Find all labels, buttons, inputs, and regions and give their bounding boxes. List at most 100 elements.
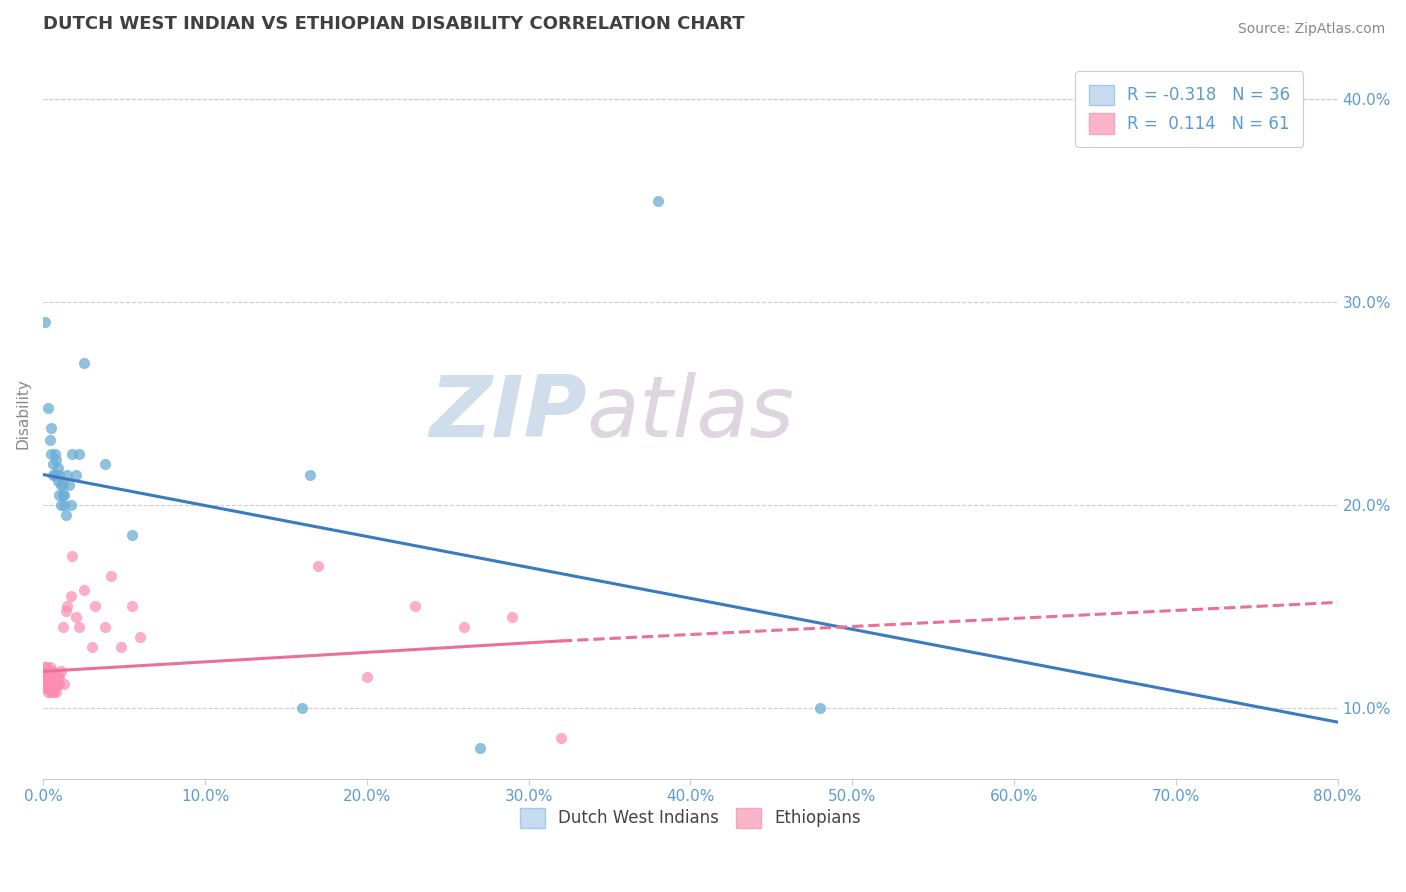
Point	[49, 477, 72, 491]
Point	[80, 640, 103, 654]
Point	[356, 670, 378, 684]
Point	[65, 467, 87, 482]
Point	[121, 599, 143, 614]
Text: atlas: atlas	[586, 372, 794, 455]
Point	[291, 701, 314, 715]
Point	[53, 488, 76, 502]
Point	[67, 620, 90, 634]
Point	[59, 498, 82, 512]
Text: ZIP: ZIP	[429, 372, 586, 455]
Point	[34, 665, 56, 679]
Point	[100, 569, 122, 583]
Point	[45, 684, 67, 698]
Point	[45, 467, 67, 482]
Point	[37, 681, 59, 695]
Point	[37, 684, 59, 698]
Point	[38, 433, 60, 447]
Point	[49, 665, 72, 679]
Point	[501, 609, 523, 624]
Point	[59, 589, 82, 603]
Point	[121, 528, 143, 542]
Point	[46, 676, 69, 690]
Point	[49, 498, 72, 512]
Point	[60, 549, 83, 563]
Point	[299, 467, 322, 482]
Point	[38, 670, 60, 684]
Point	[34, 676, 56, 690]
Point	[37, 676, 59, 690]
Point	[65, 609, 87, 624]
Point	[35, 660, 58, 674]
Point	[550, 731, 572, 746]
Point	[45, 670, 67, 684]
Point	[72, 356, 94, 370]
Point	[52, 488, 75, 502]
Point	[60, 447, 83, 461]
Point	[52, 477, 75, 491]
Point	[34, 315, 56, 329]
Point	[42, 676, 65, 690]
Point	[55, 508, 77, 523]
Point	[129, 630, 152, 644]
Point	[453, 620, 475, 634]
Point	[34, 660, 56, 674]
Point	[46, 670, 69, 684]
Legend: Dutch West Indians, Ethiopians: Dutch West Indians, Ethiopians	[512, 799, 869, 837]
Point	[39, 684, 62, 698]
Point	[53, 676, 76, 690]
Point	[48, 488, 70, 502]
Point	[93, 458, 115, 472]
Point	[34, 670, 56, 684]
Point	[37, 401, 59, 415]
Point	[44, 676, 66, 690]
Text: DUTCH WEST INDIAN VS ETHIOPIAN DISABILITY CORRELATION CHART: DUTCH WEST INDIAN VS ETHIOPIAN DISABILIT…	[44, 15, 745, 33]
Point	[468, 741, 491, 756]
Point	[56, 467, 79, 482]
Point	[72, 583, 94, 598]
Point	[110, 640, 132, 654]
Point	[42, 684, 65, 698]
Point	[48, 670, 70, 684]
Point	[42, 670, 65, 684]
Point	[44, 681, 66, 695]
Point	[53, 498, 76, 512]
Point	[35, 665, 58, 679]
Point	[35, 681, 58, 695]
Text: Source: ZipAtlas.com: Source: ZipAtlas.com	[1237, 22, 1385, 37]
Point	[39, 681, 62, 695]
Point	[39, 421, 62, 435]
Point	[46, 474, 69, 488]
Point	[44, 670, 66, 684]
Point	[42, 467, 65, 482]
Point	[45, 453, 67, 467]
Point	[44, 447, 66, 461]
Point	[55, 603, 77, 617]
Point	[48, 676, 70, 690]
Point	[84, 599, 107, 614]
Y-axis label: Disability: Disability	[15, 378, 30, 449]
Point	[44, 467, 66, 482]
Point	[38, 676, 60, 690]
Point	[48, 467, 70, 482]
Point	[35, 670, 58, 684]
Point	[39, 676, 62, 690]
Point	[52, 620, 75, 634]
Point	[38, 660, 60, 674]
Point	[45, 676, 67, 690]
Point	[93, 620, 115, 634]
Point	[42, 458, 65, 472]
Point	[404, 599, 426, 614]
Point	[46, 461, 69, 475]
Point	[38, 670, 60, 684]
Point	[38, 681, 60, 695]
Point	[39, 447, 62, 461]
Point	[37, 665, 59, 679]
Point	[42, 665, 65, 679]
Point	[39, 670, 62, 684]
Point	[67, 447, 90, 461]
Point	[647, 194, 669, 208]
Point	[35, 676, 58, 690]
Point	[56, 599, 79, 614]
Point	[58, 477, 80, 491]
Point	[37, 670, 59, 684]
